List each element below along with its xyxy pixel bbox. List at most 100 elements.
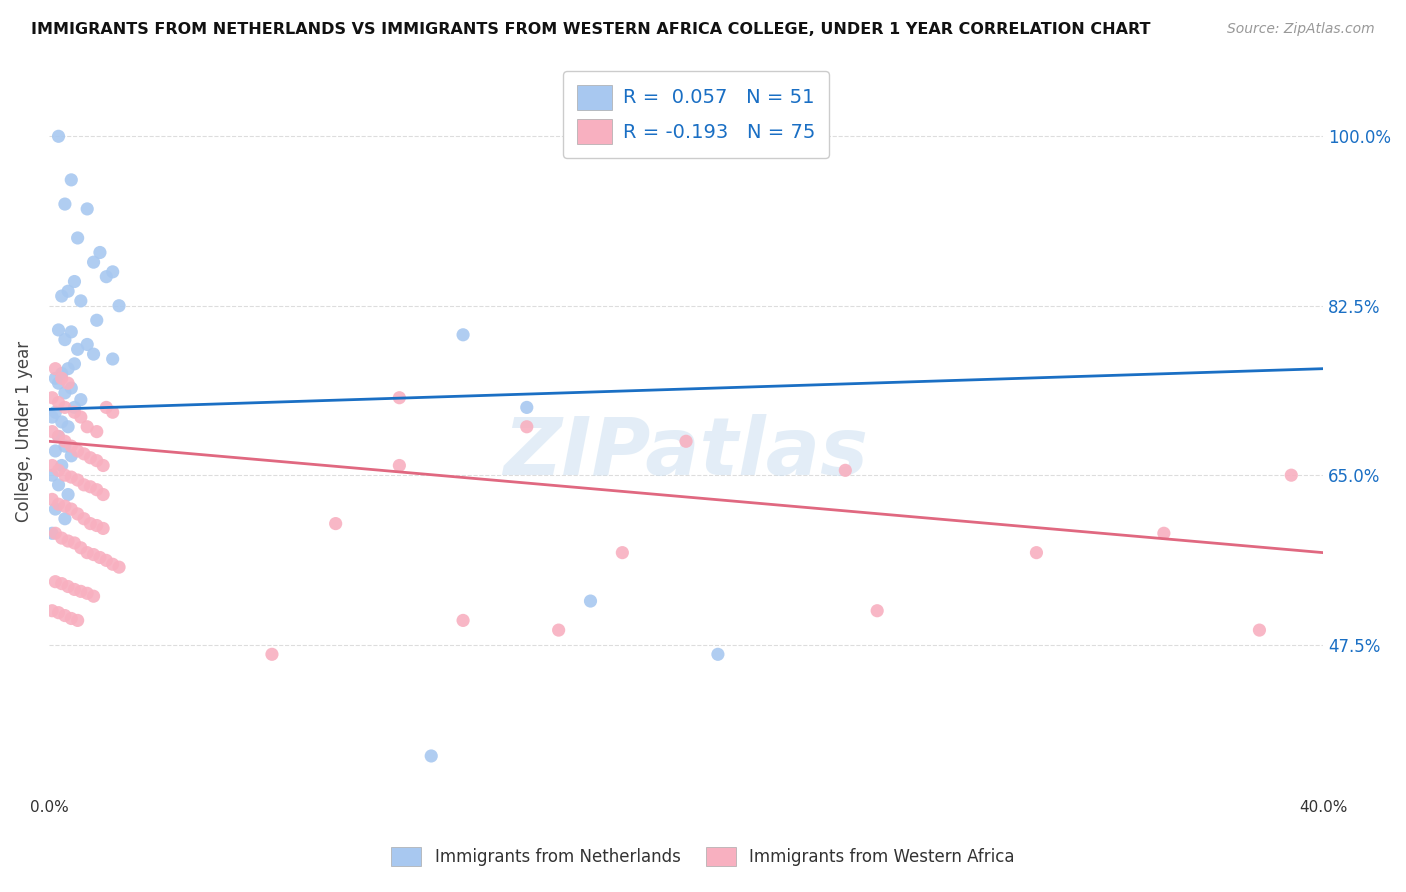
Point	[48, 376, 70, 391]
Point	[108, 299, 131, 313]
Point	[73, 447, 96, 461]
Point	[41, 391, 63, 405]
Point	[51, 289, 73, 303]
Point	[73, 478, 96, 492]
Point	[56, 580, 79, 594]
Point	[63, 536, 86, 550]
Point	[101, 405, 124, 419]
Point	[60, 611, 83, 625]
Point	[44, 444, 66, 458]
Point	[79, 516, 101, 531]
Text: Source: ZipAtlas.com: Source: ZipAtlas.com	[1227, 22, 1375, 37]
Point	[51, 371, 73, 385]
Point	[48, 429, 70, 443]
Point	[53, 468, 76, 483]
Point	[86, 483, 108, 497]
Point	[41, 410, 63, 425]
Point	[96, 553, 118, 567]
Point	[707, 648, 730, 662]
Point	[91, 458, 114, 473]
Point	[48, 129, 70, 144]
Point	[83, 589, 105, 603]
Point	[76, 337, 98, 351]
Point	[101, 351, 124, 366]
Point	[579, 594, 602, 608]
Point	[76, 546, 98, 560]
Point	[76, 586, 98, 600]
Point	[79, 450, 101, 465]
Point	[53, 608, 76, 623]
Point	[834, 463, 856, 477]
Point	[612, 546, 634, 560]
Point	[83, 347, 105, 361]
Point	[325, 516, 347, 531]
Point	[108, 560, 131, 574]
Point	[388, 458, 411, 473]
Point	[48, 463, 70, 477]
Point	[69, 410, 91, 425]
Point	[388, 391, 411, 405]
Point	[1279, 468, 1302, 483]
Point	[60, 449, 83, 463]
Point	[89, 245, 111, 260]
Point	[48, 497, 70, 511]
Point	[1249, 623, 1271, 637]
Point	[56, 284, 79, 298]
Point	[48, 323, 70, 337]
Point	[56, 361, 79, 376]
Point	[86, 425, 108, 439]
Point	[89, 550, 111, 565]
Point	[63, 357, 86, 371]
Point	[60, 502, 83, 516]
Point	[60, 439, 83, 453]
Point	[86, 518, 108, 533]
Point	[83, 255, 105, 269]
Point	[76, 202, 98, 216]
Point	[260, 648, 283, 662]
Point	[63, 405, 86, 419]
Point	[1025, 546, 1047, 560]
Point	[63, 401, 86, 415]
Point	[41, 425, 63, 439]
Point	[516, 419, 538, 434]
Point	[866, 604, 889, 618]
Point	[60, 173, 83, 187]
Point	[66, 343, 89, 357]
Point	[420, 748, 443, 763]
Legend: Immigrants from Netherlands, Immigrants from Western Africa: Immigrants from Netherlands, Immigrants …	[384, 838, 1022, 875]
Point	[96, 401, 118, 415]
Point	[83, 548, 105, 562]
Y-axis label: College, Under 1 year: College, Under 1 year	[15, 341, 32, 522]
Point	[101, 558, 124, 572]
Point	[48, 606, 70, 620]
Point	[86, 313, 108, 327]
Point	[44, 405, 66, 419]
Point	[451, 327, 474, 342]
Point	[69, 392, 91, 407]
Point	[63, 275, 86, 289]
Point	[48, 429, 70, 443]
Point	[66, 507, 89, 521]
Point	[53, 499, 76, 513]
Point	[53, 333, 76, 347]
Legend: R =  0.057   N = 51, R = -0.193   N = 75: R = 0.057 N = 51, R = -0.193 N = 75	[562, 71, 830, 158]
Point	[101, 265, 124, 279]
Point	[41, 468, 63, 483]
Point	[53, 512, 76, 526]
Point	[56, 487, 79, 501]
Point	[53, 401, 76, 415]
Point	[516, 401, 538, 415]
Point	[48, 478, 70, 492]
Point	[53, 439, 76, 453]
Point	[41, 458, 63, 473]
Text: IMMIGRANTS FROM NETHERLANDS VS IMMIGRANTS FROM WESTERN AFRICA COLLEGE, UNDER 1 Y: IMMIGRANTS FROM NETHERLANDS VS IMMIGRANT…	[31, 22, 1150, 37]
Point	[53, 385, 76, 400]
Point	[41, 526, 63, 541]
Point	[91, 521, 114, 535]
Point	[56, 534, 79, 549]
Point	[96, 269, 118, 284]
Point	[60, 381, 83, 395]
Point	[48, 395, 70, 409]
Point	[53, 197, 76, 211]
Point	[41, 604, 63, 618]
